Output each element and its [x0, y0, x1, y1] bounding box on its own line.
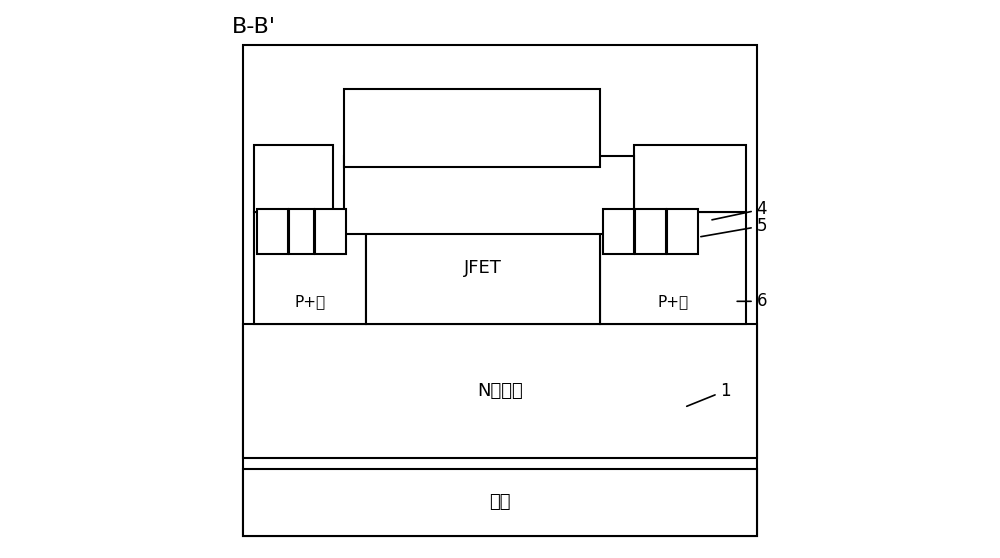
Text: 源极: 源极 — [680, 170, 700, 187]
Text: P+: P+ — [292, 225, 310, 238]
Bar — [667, 209, 698, 254]
Text: N漂移区: N漂移区 — [477, 382, 523, 400]
Text: N+: N+ — [262, 225, 282, 238]
Bar — [254, 145, 333, 212]
Text: 栅极: 栅极 — [461, 119, 483, 137]
Text: 1: 1 — [687, 382, 731, 406]
Text: P+: P+ — [641, 225, 659, 238]
Text: 4: 4 — [712, 200, 767, 220]
Bar — [257, 209, 288, 254]
Bar — [315, 209, 346, 254]
Bar — [600, 212, 746, 324]
Bar — [603, 209, 634, 254]
Bar — [243, 469, 757, 536]
Bar — [254, 212, 366, 324]
Text: 3: 3 — [584, 181, 633, 205]
Text: 5: 5 — [701, 217, 767, 237]
Bar — [344, 156, 634, 234]
Text: N+: N+ — [320, 225, 340, 238]
Text: B-B': B-B' — [232, 17, 276, 37]
Bar — [243, 324, 757, 458]
Bar — [243, 45, 757, 536]
Text: N+: N+ — [608, 225, 628, 238]
Bar — [289, 209, 314, 254]
Text: P+阱: P+阱 — [657, 294, 689, 309]
Bar — [366, 212, 600, 324]
Text: JFET: JFET — [464, 259, 502, 277]
Bar — [634, 145, 746, 212]
Text: 栅极氧化物: 栅极氧化物 — [462, 186, 516, 204]
Text: 7: 7 — [614, 158, 656, 183]
Text: 源极: 源极 — [284, 170, 304, 187]
Bar — [344, 89, 600, 167]
Text: P+阱: P+阱 — [295, 294, 326, 309]
Text: 6: 6 — [737, 292, 767, 310]
Text: 衬底: 衬底 — [489, 493, 511, 511]
Bar — [635, 209, 666, 254]
Text: N+: N+ — [672, 225, 692, 238]
